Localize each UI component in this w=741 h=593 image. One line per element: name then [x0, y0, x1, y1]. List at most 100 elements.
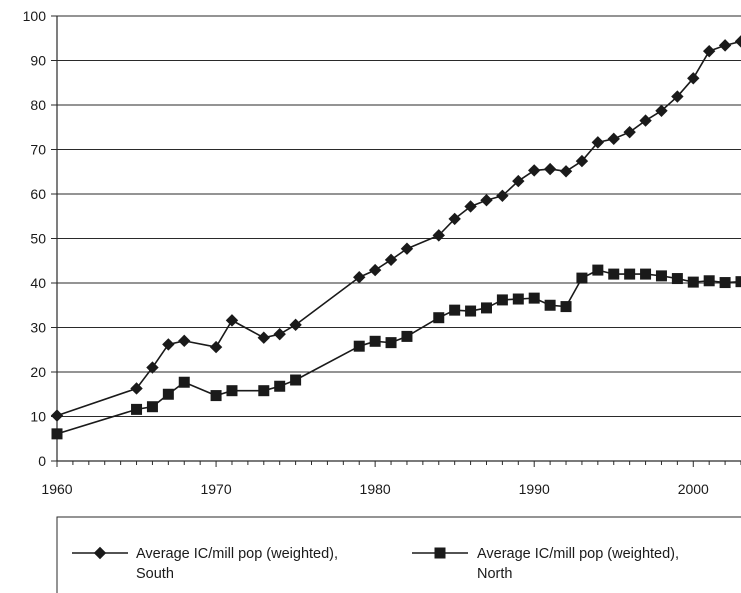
legend-entry-north: Average IC/mill pop (weighted), North	[412, 546, 679, 582]
data-point	[655, 104, 668, 117]
legend-marker	[93, 546, 107, 560]
data-point	[543, 162, 557, 176]
data-point	[178, 334, 191, 348]
data-point	[687, 72, 700, 85]
data-point	[512, 174, 525, 188]
y-tick-label: 20	[30, 364, 46, 380]
data-point	[623, 125, 636, 139]
legend-label: Average IC/mill pop (weighted),	[136, 546, 338, 562]
data-point	[226, 385, 238, 397]
data-point	[687, 276, 699, 288]
data-point	[384, 253, 398, 267]
data-point	[607, 132, 620, 146]
data-point	[559, 165, 573, 178]
y-tick-label: 90	[30, 53, 46, 69]
x-tick-label: 1980	[360, 481, 391, 497]
data-point	[400, 242, 414, 255]
data-point	[671, 273, 683, 285]
data-point	[719, 277, 731, 289]
data-point	[528, 292, 540, 304]
data-point	[496, 189, 509, 202]
data-point	[369, 335, 381, 347]
data-point	[735, 276, 741, 288]
data-point	[433, 312, 445, 324]
x-tick-label: 1960	[41, 481, 72, 497]
data-point	[210, 390, 222, 402]
data-point	[449, 304, 461, 316]
y-tick-label: 10	[30, 409, 46, 425]
data-point	[274, 380, 286, 392]
data-point	[162, 388, 174, 400]
data-point	[225, 314, 239, 327]
data-point	[51, 428, 63, 440]
data-point	[575, 154, 589, 168]
data-point	[258, 385, 270, 397]
legend-marker	[434, 547, 446, 559]
data-point	[624, 268, 636, 280]
data-point	[289, 318, 302, 332]
data-point	[608, 268, 620, 280]
data-point	[560, 301, 572, 313]
data-point	[718, 39, 732, 52]
data-point	[353, 340, 365, 352]
data-point	[257, 331, 270, 344]
legend-entry-south: Average IC/mill pop (weighted), South	[72, 546, 338, 582]
data-point	[702, 44, 716, 58]
series-line	[56, 40, 741, 417]
y-tick-label: 100	[23, 8, 47, 24]
series-north	[51, 264, 741, 440]
data-point	[464, 200, 477, 213]
data-point	[353, 271, 366, 284]
data-point	[401, 330, 413, 342]
data-point	[465, 305, 477, 317]
series-group	[50, 35, 741, 440]
data-point	[671, 90, 684, 103]
x-tick-label: 1990	[519, 481, 550, 497]
data-point	[480, 194, 493, 207]
data-point	[734, 35, 741, 48]
y-tick-label: 40	[30, 275, 46, 291]
data-point	[131, 403, 143, 415]
data-point	[290, 374, 302, 386]
legend-label: North	[477, 566, 512, 582]
data-point	[544, 299, 556, 311]
data-point	[496, 294, 508, 306]
data-point	[528, 164, 541, 177]
data-point	[162, 338, 175, 351]
data-point	[50, 409, 64, 422]
data-point	[591, 136, 605, 149]
data-point	[639, 114, 652, 127]
y-tick-label: 30	[30, 320, 46, 336]
legend-label: Average IC/mill pop (weighted),	[477, 546, 679, 562]
data-point	[592, 264, 604, 276]
data-point	[146, 361, 159, 374]
y-tick-label: 60	[30, 186, 46, 202]
data-point	[640, 268, 652, 280]
data-point	[448, 212, 461, 226]
x-tick-label: 1970	[200, 481, 231, 497]
data-point	[385, 337, 397, 349]
legend-box	[56, 516, 741, 593]
data-point	[655, 270, 667, 282]
data-point	[146, 401, 158, 413]
legend: Average IC/mill pop (weighted),SouthAver…	[56, 516, 741, 593]
data-point	[209, 340, 223, 354]
data-point	[178, 376, 190, 388]
data-point	[273, 327, 286, 341]
y-tick-label: 50	[30, 231, 46, 247]
y-tick-label: 70	[30, 142, 46, 158]
gridlines	[57, 15, 741, 417]
y-tick-label: 0	[38, 453, 46, 469]
data-point	[432, 229, 445, 242]
data-point	[130, 382, 143, 395]
legend-label: South	[136, 566, 174, 582]
axes: 0 10 20 30 40 50 60 70 80 90 100 1960 1970 1980 1990 20…	[23, 8, 741, 497]
series-line	[56, 269, 741, 435]
series-south	[50, 35, 741, 422]
data-point	[703, 275, 715, 287]
data-point	[512, 293, 524, 305]
x-tick-label: 2000	[678, 481, 709, 497]
data-point	[576, 272, 588, 284]
y-tick-label: 80	[30, 97, 46, 113]
